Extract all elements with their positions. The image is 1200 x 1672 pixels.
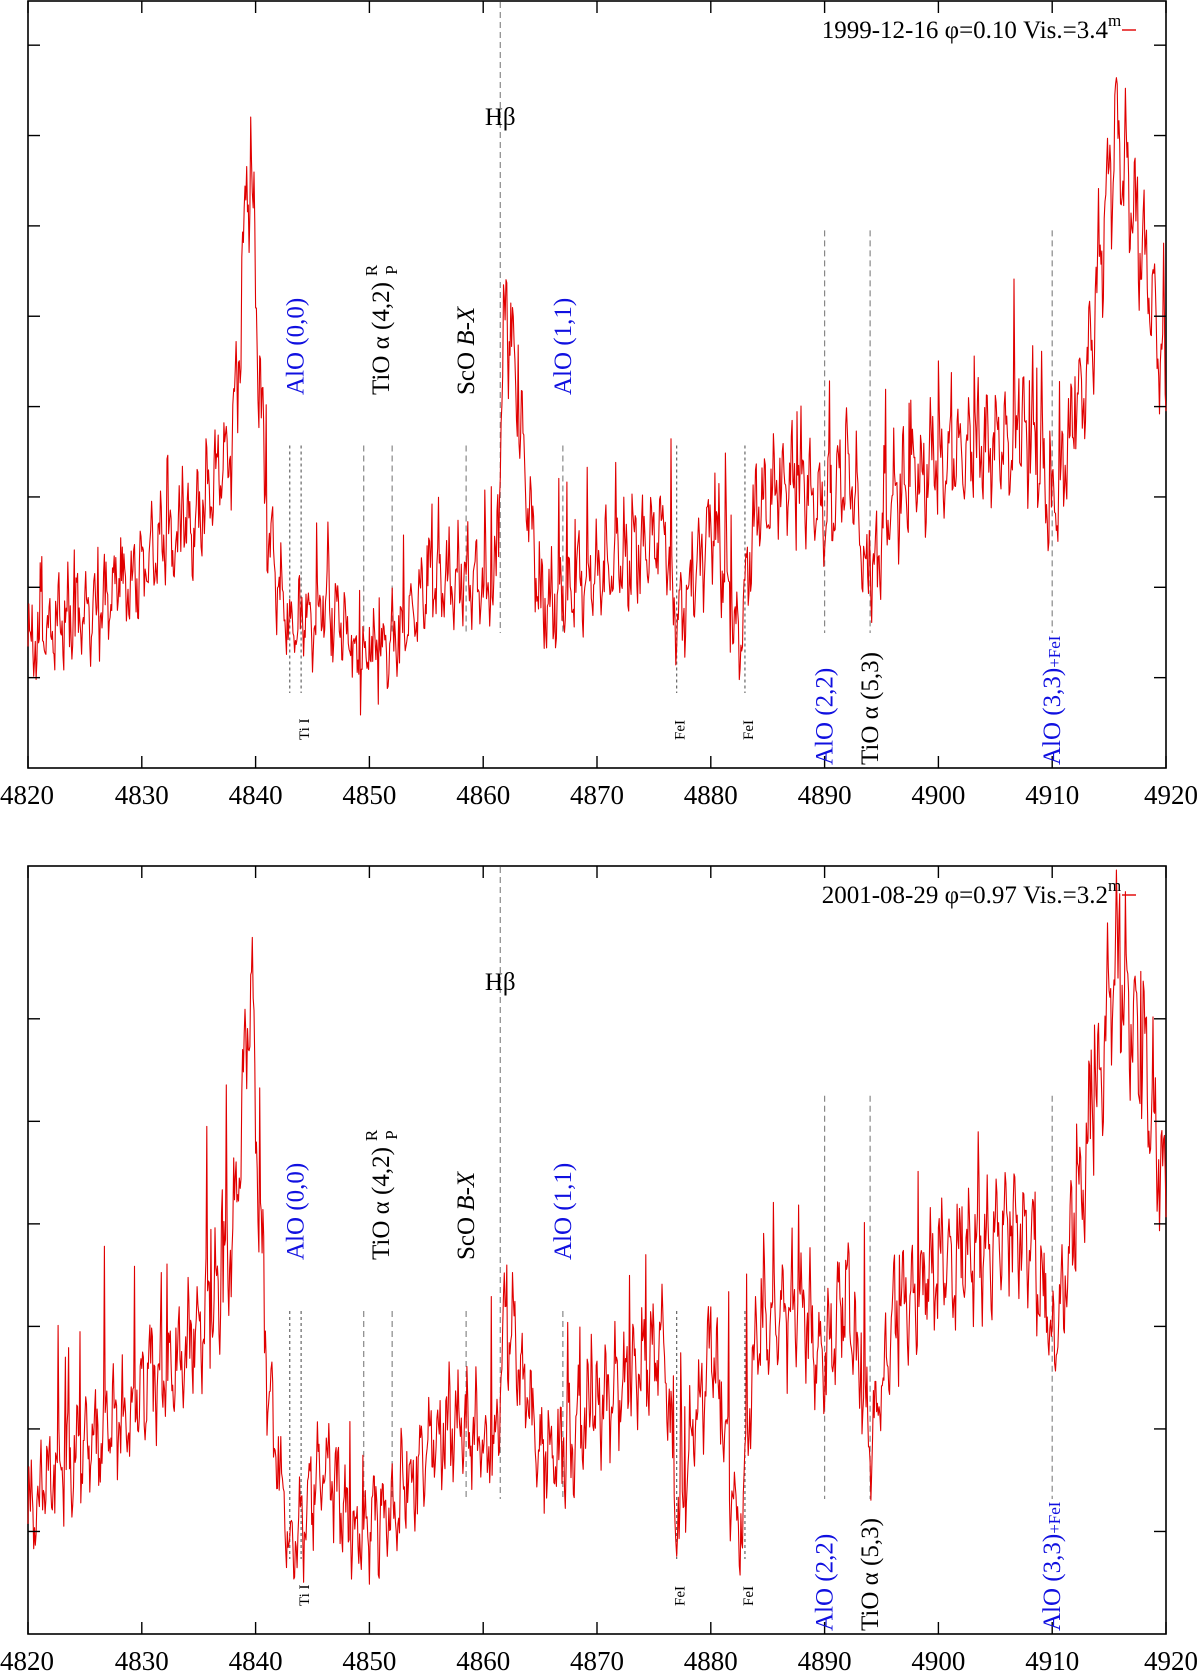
x-tick-label: 4890 (798, 1646, 852, 1672)
annotation-label: TiO α (4,2)RP (362, 264, 401, 395)
annotation-label: AlO (2,2) (812, 1534, 839, 1631)
legend-superscript: m (1108, 876, 1121, 895)
annotation-label: ScO B-X (453, 1170, 480, 1260)
x-tick-label: 4880 (684, 780, 738, 810)
x-tick-label: 4910 (1025, 780, 1079, 810)
annotation-label: Ti I (297, 1584, 313, 1606)
x-tick-label: 4830 (115, 780, 169, 810)
x-tick-label: 4840 (229, 1646, 283, 1672)
x-tick-label: 4900 (911, 1646, 965, 1672)
panel-bottom: 4820 4830 4840 4850 4860 4870 4880 4890 4900 4910… (0, 865, 1198, 1672)
annotation-label: TiO α (5,3) (857, 652, 884, 765)
x-tick-label: 4920 (1144, 780, 1198, 810)
annotation-label: AlO (1,1) (550, 1163, 577, 1260)
annotation-label: AlO (0,0) (282, 298, 309, 395)
legend-label: 1999-12-16 φ=0.10 Vis.=3.4 (822, 17, 1109, 44)
x-tick-label: 4920 (1144, 1646, 1198, 1672)
x-tick-label: 4820 (0, 1646, 54, 1672)
annotation-label: FeI (741, 720, 757, 740)
x-tick-label: 4860 (456, 1646, 510, 1672)
x-tick-label: 4850 (342, 780, 396, 810)
annotation-label: AlO (3,3)+FeI (1039, 1501, 1066, 1631)
x-tick-label: 4900 (911, 780, 965, 810)
annotation-label: ScO B-X (453, 305, 480, 395)
annotation-label: Ti I (297, 718, 313, 740)
x-tick-label: 4840 (229, 780, 283, 810)
x-tick-label: 4890 (798, 780, 852, 810)
plot-frame (27, 0, 1167, 769)
annotation-label: AlO (1,1) (550, 298, 577, 395)
annotation-label: AlO (2,2) (812, 668, 839, 765)
x-tick-label: 4850 (342, 1646, 396, 1672)
annotation-label: TiO α (4,2)RP (362, 1129, 401, 1260)
x-tick-label: 4870 (570, 780, 624, 810)
x-tick-label: 4870 (570, 1646, 624, 1672)
x-tick-label: 4860 (456, 780, 510, 810)
x-tick-label: 4820 (0, 780, 54, 810)
x-tick-label: 4880 (684, 1646, 738, 1672)
annotation-label: Hβ (485, 104, 516, 131)
annotation-label: FeI (741, 1586, 757, 1606)
spectrum-line (27, 869, 1167, 1585)
annotation-label: FeI (673, 1586, 689, 1606)
annotation-label: AlO (0,0) (282, 1163, 309, 1260)
spectrum-line (27, 77, 1167, 716)
annotation-label: FeI (673, 720, 689, 740)
plot-frame (27, 865, 1167, 1635)
legend-superscript: m (1108, 11, 1121, 30)
x-tick-label: 4830 (115, 1646, 169, 1672)
x-tick-label: 4910 (1025, 1646, 1079, 1672)
annotation-label: Hβ (485, 969, 516, 996)
panel-top: 4820 4830 4840 4850 4860 4870 4880 4890 4900 4910… (0, 0, 1198, 810)
legend-label: 2001-08-29 φ=0.97 Vis.=3.2 (822, 882, 1108, 909)
annotation-label: TiO α (5,3) (857, 1518, 884, 1631)
annotation-label: AlO (3,3)+FeI (1039, 635, 1066, 765)
